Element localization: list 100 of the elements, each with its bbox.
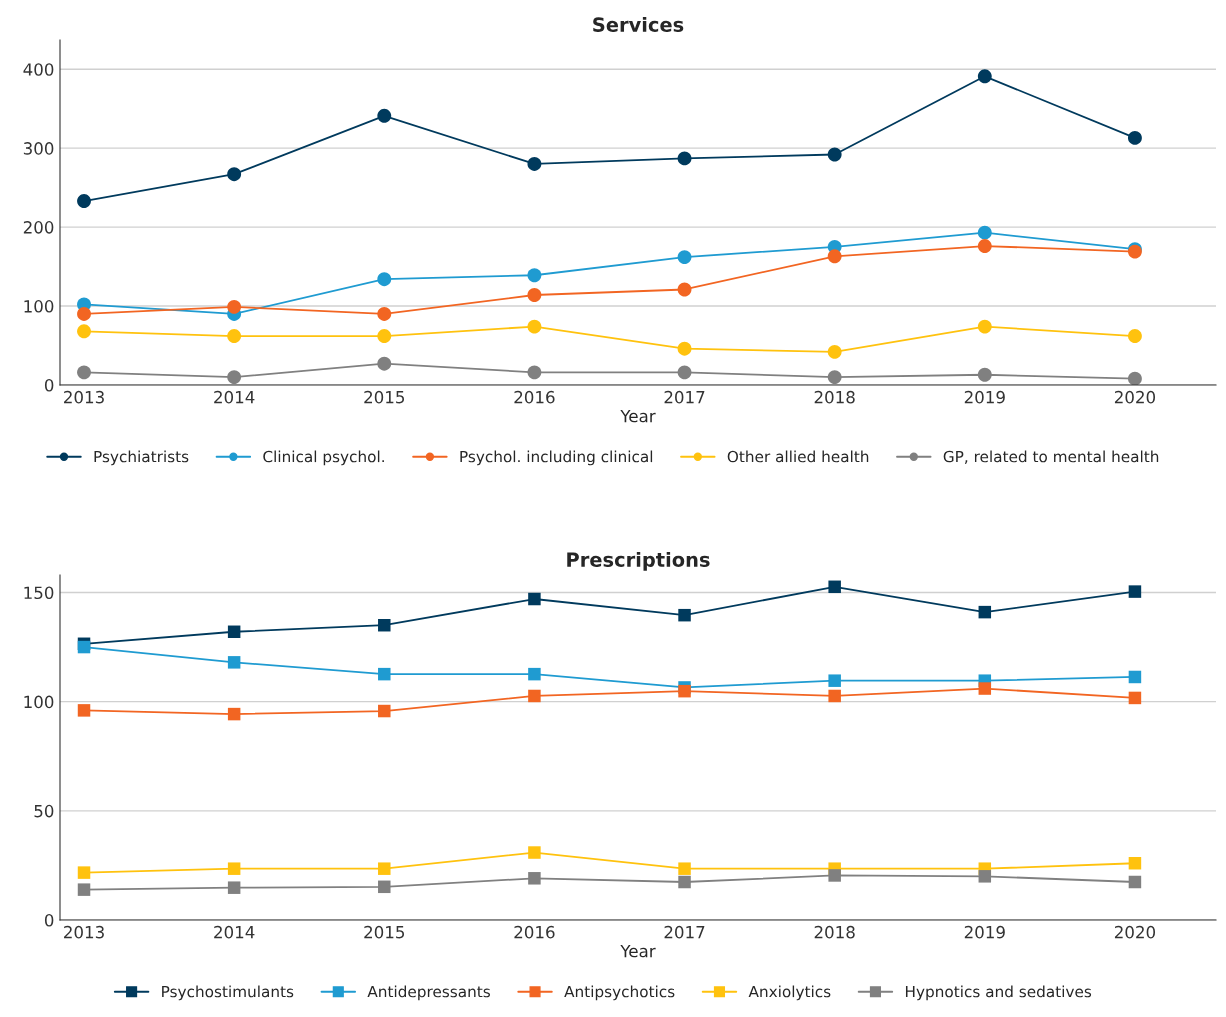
x-tick-label: 2014 [214,925,255,939]
point [528,689,541,703]
y-tick-label: 100 [24,695,54,709]
y-tick-label: 0 [44,378,54,392]
point [528,592,541,606]
legend-label: Other allied health [727,450,869,463]
point [977,239,992,253]
point [227,625,241,639]
point [977,225,992,240]
x-tick-label: 2017 [664,925,705,939]
x-tick-label: 2016 [514,925,555,939]
point [527,157,542,171]
point [827,249,842,264]
y-tick-label: 150 [24,586,54,600]
point [1127,130,1142,145]
point [77,704,91,717]
point [977,367,992,382]
point [827,370,842,385]
point [227,167,242,182]
y-tick-label: 0 [44,913,54,927]
legend-label: Antipsychotics [564,985,675,1001]
x-tick-label: 2014 [214,390,255,404]
point [1128,875,1142,889]
legend-label: Psychiatrists [94,450,189,466]
point [77,194,91,208]
point [227,707,241,721]
x-tick-label: 2015 [364,390,405,404]
point [77,365,91,380]
x-tick-label: 2017 [664,390,705,404]
x-tick-label: 2020 [1114,925,1156,939]
point [677,365,692,380]
legend-label: Antidepressants [367,985,490,1001]
point [527,365,542,380]
legend-label: Psychostimulants [162,985,294,1001]
point [828,580,841,594]
point [527,319,542,334]
x-tick-label: 2019 [964,925,1005,939]
point [227,329,242,343]
point [978,605,992,619]
point [677,151,692,166]
legend-label: Hypnotics and sedatives [905,985,1092,1001]
x-tick-label: 2020 [1114,390,1156,404]
point [1128,585,1142,598]
y-tick-label: 400 [23,63,54,76]
point [527,288,542,302]
point [227,862,241,875]
y-tick-label: 50 [34,804,54,818]
y-tick-label: 100 [24,300,54,313]
point [978,682,992,695]
point [227,370,242,385]
legend-label: Clinical psychol. [263,450,384,466]
point [378,618,391,632]
point [377,307,392,321]
point [528,872,541,885]
point [378,862,391,875]
point [977,319,992,334]
point [677,282,692,297]
point [527,268,542,283]
point [77,307,91,321]
point [1128,670,1142,684]
point [827,344,842,359]
x-tick-label: 2018 [814,390,855,404]
point [828,689,841,703]
point [227,299,242,314]
point [227,881,241,894]
point [677,341,692,356]
point [677,250,692,265]
point [377,329,392,343]
point [1127,329,1142,343]
point [827,147,842,162]
point [828,869,841,882]
point [1128,691,1142,705]
x-axis-title: Year [620,409,656,423]
point [378,704,391,718]
legend-label: Psychol. including clinical [460,450,653,466]
point [378,667,391,681]
x-tick-label: 2018 [814,925,855,939]
point [1127,371,1142,385]
point [678,684,691,698]
x-axis-title: Year [620,944,656,958]
point [377,108,392,123]
legend-label: GP, related to mental health [943,450,1159,464]
chart-title: Prescriptions [567,551,710,571]
point [528,667,541,681]
point [828,674,841,687]
point [377,356,392,371]
point [678,608,691,622]
x-tick-label: 2015 [364,925,405,939]
point [678,862,691,875]
point [378,880,391,894]
point [227,656,241,669]
point [678,875,691,889]
y-tick-label: 300 [23,142,54,155]
point [977,69,992,84]
point [978,870,992,883]
point [77,883,91,896]
chart-title: Services [593,16,684,32]
x-tick-label: 2019 [964,390,1005,404]
y-tick-label: 200 [23,221,54,234]
point [77,324,91,339]
